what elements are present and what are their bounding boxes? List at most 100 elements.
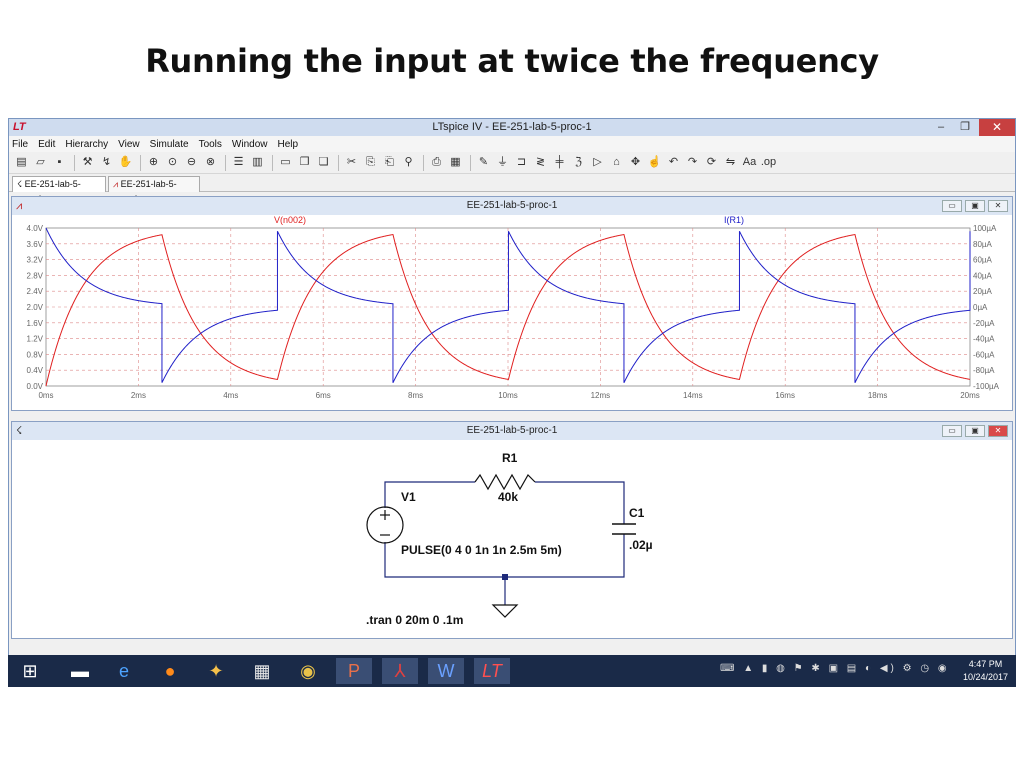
capacitor-icon[interactable]: ╪ <box>555 156 564 168</box>
file-explorer-icon[interactable]: ▬ <box>71 661 89 681</box>
pane-minimize-button[interactable]: ▭ <box>942 425 962 437</box>
print-preview-icon[interactable]: ▦ <box>450 156 461 168</box>
ground-icon[interactable]: ⏚ <box>497 156 508 168</box>
internet-explorer-icon[interactable]: e <box>118 661 129 681</box>
save-icon[interactable]: ▪ <box>57 156 62 168</box>
c1-name[interactable]: C1 <box>629 506 645 520</box>
waveform-pane-titlebar[interactable]: ⩘ EE-251-lab-5-proc-1 ▭ ▣ ✕ <box>12 197 1012 215</box>
waveform-icon: ⩘ <box>16 200 23 212</box>
right-tick-label: 20µA <box>973 287 993 296</box>
copy-icon[interactable]: ⎘ <box>366 156 375 168</box>
spice-directive[interactable]: .tran 0 20m 0 .1m <box>366 613 463 627</box>
minimize-button[interactable]: – <box>937 121 945 133</box>
cut-icon[interactable]: ✂ <box>346 156 357 168</box>
inductor-icon[interactable]: ℨ <box>575 156 582 168</box>
menu-hierarchy[interactable]: Hierarchy <box>65 138 109 150</box>
r1-name[interactable]: R1 <box>502 451 518 465</box>
trace-label-current[interactable]: I(R1) <box>724 215 744 225</box>
close-all-icon[interactable]: ❏ <box>318 156 329 168</box>
drag-icon[interactable]: ☝ <box>647 156 662 168</box>
menu-window[interactable]: Window <box>231 138 268 150</box>
pane-restore-button[interactable]: ▣ <box>965 425 985 437</box>
halt-icon[interactable]: ✋ <box>118 156 133 168</box>
v1-name[interactable]: V1 <box>401 490 416 504</box>
zoom-fit-icon[interactable]: ⊗ <box>205 156 216 168</box>
open-icon[interactable]: ▱ <box>36 156 45 168</box>
tile-horizontal-icon[interactable]: ▭ <box>280 156 291 168</box>
text-icon[interactable]: Aa <box>742 156 757 168</box>
tab-waveform[interactable]: ⩘ EE-251-lab-5-proc-1 <box>108 176 200 204</box>
maximize-button[interactable]: ❐ <box>960 121 970 133</box>
word-icon[interactable]: W <box>428 658 464 684</box>
zoom-in-icon[interactable]: ⊕ <box>148 156 159 168</box>
menu-view[interactable]: View <box>118 138 140 150</box>
r1-value[interactable]: 40k <box>498 490 518 504</box>
ltspice-icon[interactable]: LT <box>474 658 510 684</box>
tray-clock[interactable]: 4:47 PM 10/24/2017 <box>963 658 1008 684</box>
label-icon[interactable]: ⊐ <box>516 156 527 168</box>
current-trace <box>45 227 971 383</box>
x-tick-label: 16ms <box>775 391 795 400</box>
control-panel-icon[interactable]: ⚒ <box>82 156 93 168</box>
tab-schematic[interactable]: ☇ EE-251-lab-5-proc-1 <box>12 176 106 204</box>
autorange-icon[interactable]: ☰ <box>233 156 244 168</box>
menu-simulate[interactable]: Simulate <box>149 138 189 150</box>
waveform-plot[interactable]: 4.0V 100µA 3.6V 80µA 3.2V 60µA 2.8V 40µA 2.4V 20µ… <box>12 215 1012 410</box>
menu-edit[interactable]: Edit <box>38 138 56 150</box>
undo-icon[interactable]: ↶ <box>668 156 679 168</box>
v1-value[interactable]: PULSE(0 4 0 1n 1n 2.5m 5m) <box>401 543 562 557</box>
print-icon[interactable]: ⎙ <box>432 156 441 168</box>
left-tick-label: 1.2V <box>27 335 44 344</box>
cascade-icon[interactable]: ❐ <box>299 156 310 168</box>
title-bar[interactable]: LT LTspice IV - EE-251-lab-5-proc-1 – ❐ … <box>9 119 1015 136</box>
document-tabs: ☇ EE-251-lab-5-proc-1 ⩘ EE-251-lab-5-pro… <box>9 174 1015 204</box>
menu-file[interactable]: File <box>12 138 29 150</box>
zoom-back-icon[interactable]: ⊙ <box>167 156 178 168</box>
capacitor-c1[interactable] <box>612 523 636 535</box>
move-icon[interactable]: ✥ <box>630 156 641 168</box>
resistor-r1[interactable] <box>474 473 536 491</box>
pane-minimize-button[interactable]: ▭ <box>942 200 962 212</box>
trace-label-voltage[interactable]: V(n002) <box>274 215 306 225</box>
right-tick-label: -60µA <box>973 350 995 359</box>
wire-icon[interactable]: ✎ <box>478 156 489 168</box>
pane-close-button[interactable]: ✕ <box>988 425 1008 437</box>
spice-directive-icon[interactable]: .op <box>760 156 777 168</box>
x-tick-label: 2ms <box>131 391 146 400</box>
app-icon[interactable]: ✦ <box>208 661 224 681</box>
voltage-trace <box>45 233 971 387</box>
close-button[interactable]: ✕ <box>979 119 1015 136</box>
right-tick-label: -100µA <box>973 382 1000 391</box>
system-tray[interactable]: ⌨ ▲ ▮ ◍ ⚑ ✱ ▣ ▤ ◐ ◀) ⚙ ◷ ◉ <box>720 663 950 674</box>
taskbar: ⊞ ▬ e ● ✦ ▦ ◉ P ⅄ W LT ⌨ ▲ ▮ ◍ ⚑ ✱ ▣ ▤ ◐… <box>8 655 1016 687</box>
windows-start-icon[interactable]: ⊞ <box>22 661 38 681</box>
new-schematic-icon[interactable]: ▤ <box>16 156 27 168</box>
rotate-icon[interactable]: ⟳ <box>706 156 717 168</box>
pane-restore-button[interactable]: ▣ <box>965 200 985 212</box>
acrobat-icon[interactable]: ⅄ <box>382 658 418 684</box>
zoom-out-icon[interactable]: ⊖ <box>186 156 197 168</box>
find-icon[interactable]: ⚲ <box>404 156 413 168</box>
component-icon[interactable]: ⌂ <box>613 156 620 168</box>
store-icon[interactable]: ▦ <box>253 661 271 681</box>
run-icon[interactable]: ↯ <box>101 156 112 168</box>
chrome-icon[interactable]: ◉ <box>300 661 316 681</box>
mirror-icon[interactable]: ⇋ <box>725 156 736 168</box>
firefox-icon[interactable]: ● <box>164 661 176 681</box>
menu-tools[interactable]: Tools <box>198 138 222 150</box>
ltspice-window: LT LTspice IV - EE-251-lab-5-proc-1 – ❐ … <box>8 118 1016 658</box>
diode-icon[interactable]: ▷ <box>593 156 602 168</box>
paste-icon[interactable]: ⎗ <box>385 156 394 168</box>
powerpoint-icon[interactable]: P <box>336 658 372 684</box>
schematic-canvas[interactable]: R1 40k C1 .02µ V1 PULSE(0 4 0 1n 1n 2.5m <box>12 440 1012 638</box>
ground-icon[interactable] <box>491 604 519 618</box>
menu-help[interactable]: Help <box>277 138 299 150</box>
c1-value[interactable]: .02µ <box>629 538 653 552</box>
voltage-source-v1[interactable] <box>366 506 404 544</box>
x-tick-label: 10ms <box>498 391 518 400</box>
schematic-pane-titlebar[interactable]: ☇ EE-251-lab-5-proc-1 ▭ ▣ ✕ <box>12 422 1012 440</box>
resistor-icon[interactable]: ≷ <box>535 156 546 168</box>
tile-icon[interactable]: ▥ <box>252 156 263 168</box>
pane-close-button[interactable]: ✕ <box>988 200 1008 212</box>
redo-icon[interactable]: ↷ <box>687 156 698 168</box>
